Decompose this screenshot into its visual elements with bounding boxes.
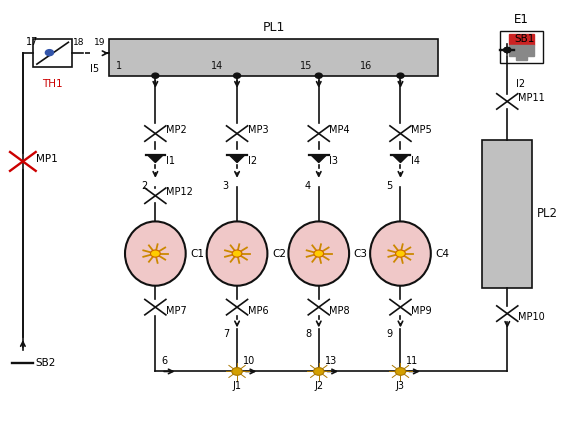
Text: 13: 13: [325, 356, 337, 366]
Text: 17: 17: [26, 37, 38, 47]
Text: I3: I3: [329, 157, 338, 166]
Text: J3: J3: [396, 381, 405, 391]
Ellipse shape: [370, 221, 431, 286]
Bar: [516, 55, 528, 61]
Text: 16: 16: [360, 61, 372, 71]
Text: SB1: SB1: [514, 34, 535, 43]
Bar: [109, 39, 438, 76]
Text: 15: 15: [300, 61, 313, 71]
Text: 2: 2: [141, 181, 147, 191]
Text: MP5: MP5: [411, 125, 432, 135]
Text: MP3: MP3: [247, 125, 268, 135]
Text: 5: 5: [386, 181, 393, 191]
Circle shape: [314, 368, 324, 375]
Text: 6: 6: [161, 356, 167, 366]
Text: MP2: MP2: [166, 125, 187, 135]
Text: J1: J1: [233, 381, 242, 391]
Bar: [33, 39, 73, 67]
Ellipse shape: [207, 221, 267, 286]
Text: 11: 11: [407, 356, 418, 366]
Circle shape: [395, 368, 406, 375]
Text: I2: I2: [247, 157, 257, 166]
Text: SB2: SB2: [36, 358, 56, 368]
Text: 19: 19: [94, 38, 105, 47]
Polygon shape: [311, 155, 326, 163]
Text: J2: J2: [314, 381, 324, 391]
Text: MP10: MP10: [518, 312, 545, 322]
Text: 8: 8: [305, 329, 311, 339]
Text: 9: 9: [387, 329, 393, 339]
Text: I1: I1: [166, 157, 175, 166]
Bar: [500, 31, 543, 63]
Circle shape: [504, 47, 511, 52]
Text: 10: 10: [243, 356, 255, 366]
Text: I2: I2: [516, 79, 525, 89]
Text: MP6: MP6: [247, 307, 268, 316]
Text: I5: I5: [90, 64, 99, 74]
Text: MP1: MP1: [36, 154, 57, 164]
Circle shape: [232, 368, 242, 375]
Ellipse shape: [288, 221, 349, 286]
Circle shape: [314, 250, 324, 257]
Polygon shape: [393, 155, 408, 163]
Circle shape: [315, 73, 322, 78]
Text: E1: E1: [514, 12, 529, 25]
Text: 14: 14: [211, 61, 223, 71]
Text: PL1: PL1: [262, 21, 285, 34]
Text: 1: 1: [115, 61, 122, 71]
Ellipse shape: [125, 221, 185, 286]
Text: C1: C1: [190, 249, 204, 258]
Text: PL2: PL2: [536, 207, 558, 221]
Text: C4: C4: [435, 249, 449, 258]
Text: MP11: MP11: [518, 93, 545, 103]
Circle shape: [504, 47, 511, 52]
Text: MP9: MP9: [411, 307, 432, 316]
Text: I4: I4: [411, 157, 420, 166]
Text: 3: 3: [223, 181, 229, 191]
Text: MP7: MP7: [166, 307, 187, 316]
Bar: [509, 34, 535, 45]
Text: MP8: MP8: [329, 307, 350, 316]
Bar: [482, 140, 532, 288]
Text: MP4: MP4: [329, 125, 350, 135]
Circle shape: [152, 73, 159, 78]
Text: 7: 7: [223, 329, 229, 339]
Bar: [509, 45, 535, 56]
Text: C3: C3: [354, 249, 368, 258]
Circle shape: [233, 73, 240, 78]
Text: C2: C2: [272, 249, 286, 258]
Polygon shape: [148, 155, 163, 163]
Text: 4: 4: [304, 181, 311, 191]
Text: MP12: MP12: [166, 187, 192, 197]
Circle shape: [150, 250, 160, 257]
Circle shape: [46, 49, 54, 55]
Circle shape: [232, 250, 242, 257]
Polygon shape: [230, 155, 245, 163]
Circle shape: [395, 250, 405, 257]
Circle shape: [397, 73, 404, 78]
Text: TH1: TH1: [42, 79, 63, 89]
Text: 18: 18: [73, 38, 85, 47]
